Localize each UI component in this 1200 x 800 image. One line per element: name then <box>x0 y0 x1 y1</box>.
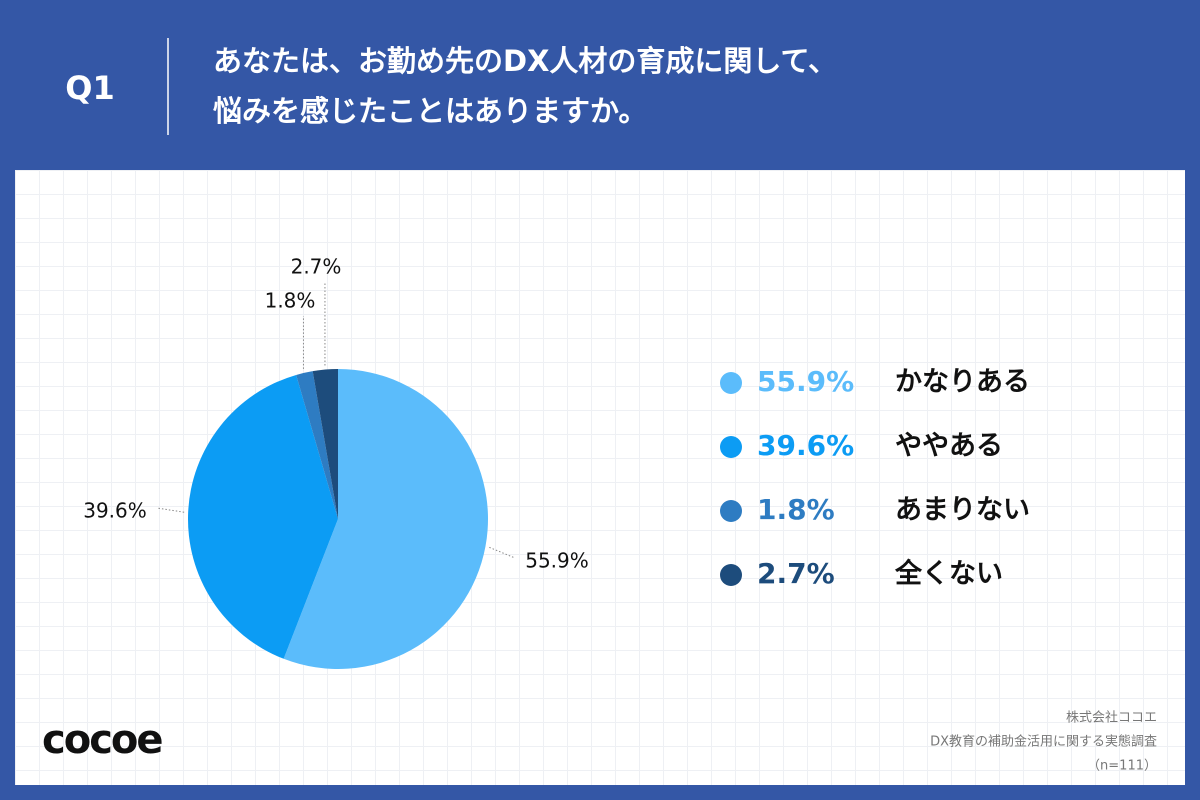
legend-marker <box>720 564 742 586</box>
pie-slice <box>283 369 488 670</box>
leader-line <box>489 546 516 559</box>
pie-slice <box>296 371 338 519</box>
logo: cocoe <box>42 717 162 763</box>
data-label: 55.9% <box>525 549 589 573</box>
source-text: DX教育の補助金活用に関する実態調査 <box>930 734 1157 750</box>
leader-line <box>156 507 185 513</box>
source-text: （n=111） <box>1087 759 1157 774</box>
legend-marker <box>720 372 742 394</box>
legend-marker <box>720 500 742 522</box>
title-line: あなたは、お勤め先のDX人材の育成に関して、 <box>213 44 837 78</box>
legend-label: 全くない <box>894 558 1003 590</box>
pie-slice <box>312 369 338 519</box>
title-line: 悩みを感じたことはありますか。 <box>213 94 647 128</box>
legend-label: ややある <box>895 431 1003 462</box>
data-label: 1.8% <box>265 289 316 313</box>
legend-marker <box>720 436 742 458</box>
data-label: 2.7% <box>291 255 342 279</box>
question-number: Q1 <box>65 69 114 107</box>
legend-value: 39.6% <box>757 429 854 462</box>
legend-value: 1.8% <box>757 493 835 526</box>
legend-label: あまりない <box>895 495 1030 526</box>
chart-panel <box>15 170 1185 785</box>
legend-value: 2.7% <box>757 557 835 590</box>
legend-label: かなりある <box>895 367 1030 398</box>
pie-slice <box>187 374 338 659</box>
legend-value: 55.9% <box>757 365 854 398</box>
source-text: 株式会社ココエ <box>1066 710 1157 726</box>
data-label: 39.6% <box>83 499 147 523</box>
